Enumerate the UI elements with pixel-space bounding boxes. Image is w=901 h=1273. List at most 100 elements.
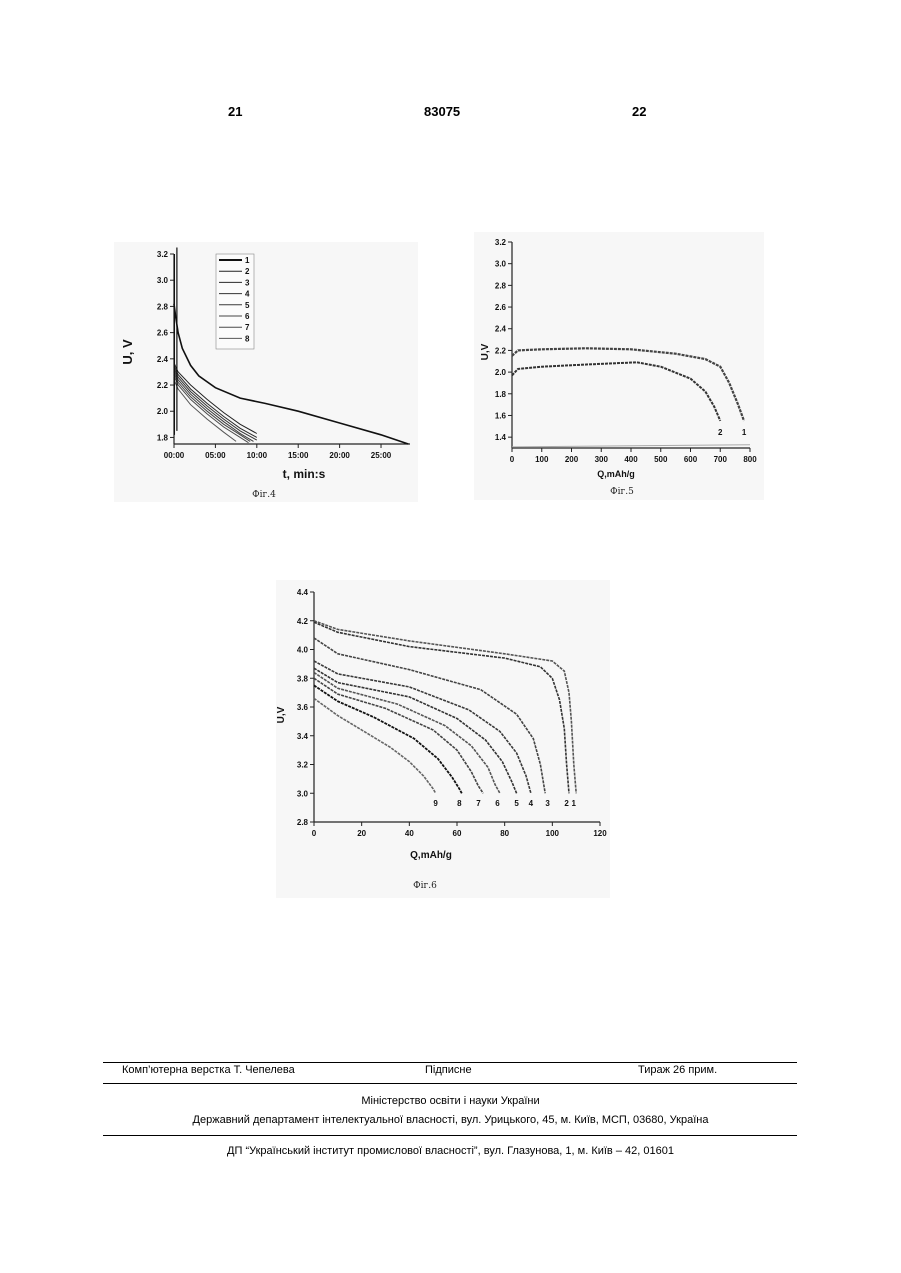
- y-tick-label: 3.8: [297, 674, 309, 683]
- series-line-3: [314, 638, 545, 793]
- y-tick-label: 2.8: [157, 302, 169, 311]
- x-tick-label: 100: [546, 829, 560, 838]
- y-axis-label: U,V: [480, 343, 491, 360]
- x-axis-label: Q,mAh/g: [410, 850, 452, 861]
- y-tick-label: 2.8: [495, 281, 507, 290]
- series-line-5: [174, 371, 254, 442]
- y-tick-label: 3.0: [157, 276, 169, 285]
- x-tick-label: 600: [684, 455, 698, 464]
- y-tick-label: 2.4: [157, 355, 169, 364]
- footer-rule-top: [103, 1062, 797, 1063]
- curve-label-9: 9: [433, 799, 438, 808]
- curve-label-5: 5: [514, 799, 519, 808]
- series-line-1: [512, 348, 744, 421]
- x-tick-label: 00:00: [164, 451, 185, 460]
- ministry-line: Міністерство освіти і науки України: [0, 1095, 901, 1107]
- patent-number: 83075: [424, 104, 460, 119]
- y-tick-label: 3.4: [297, 732, 309, 741]
- x-tick-label: 15:00: [288, 451, 309, 460]
- y-tick-label: 3.0: [495, 260, 507, 269]
- curve-label-1: 1: [742, 428, 747, 437]
- x-tick-label: 40: [405, 829, 414, 838]
- series-line-1: [174, 304, 408, 444]
- y-axis-label: U, V: [120, 339, 135, 365]
- legend-entry-4: 4: [245, 290, 250, 299]
- department-line: Державний департамент інтелектуальної вл…: [0, 1114, 901, 1126]
- figure-5: 3.23.02.82.62.42.22.01.81.61.40100200300…: [474, 232, 764, 500]
- x-tick-label: 20:00: [329, 451, 350, 460]
- legend-entry-2: 2: [245, 267, 250, 276]
- y-tick-label: 2.0: [157, 407, 169, 416]
- legend-entry-6: 6: [245, 312, 250, 321]
- x-tick-label: 500: [654, 455, 668, 464]
- curve-label-6: 6: [495, 799, 500, 808]
- y-tick-label: 3.2: [495, 238, 507, 247]
- y-tick-label: 2.6: [495, 303, 507, 312]
- y-tick-label: 2.2: [157, 381, 169, 390]
- signed-note: Підписне: [425, 1064, 472, 1076]
- y-tick-label: 2.8: [297, 818, 309, 827]
- legend-entry-8: 8: [245, 334, 250, 343]
- x-tick-label: 400: [624, 455, 638, 464]
- series-line-2: [174, 363, 257, 434]
- curve-label-3: 3: [545, 799, 550, 808]
- legend-entry-5: 5: [245, 301, 250, 310]
- y-tick-label: 3.2: [297, 761, 309, 770]
- x-tick-label: 200: [565, 455, 579, 464]
- figure-4: 3.23.02.82.62.42.22.01.800:0005:0010:001…: [114, 242, 418, 502]
- curve-label-1: 1: [572, 799, 577, 808]
- x-tick-label: 100: [535, 455, 549, 464]
- curve-label-8: 8: [457, 799, 462, 808]
- y-tick-label: 4.2: [297, 617, 309, 626]
- x-tick-label: 80: [500, 829, 509, 838]
- curve-label-2: 2: [718, 428, 723, 437]
- series-line-5: [314, 668, 517, 793]
- figure-caption: Фіг.4: [252, 490, 276, 500]
- x-tick-label: 800: [743, 455, 757, 464]
- page-number-left: 21: [228, 104, 242, 119]
- footer-rule-middle: [103, 1083, 797, 1084]
- x-tick-label: 120: [593, 829, 607, 838]
- x-axis-label: Q,mAh/g: [597, 469, 635, 479]
- y-tick-label: 2.0: [495, 368, 507, 377]
- figure-6: 4.4 4.2 4.0 3.8 3.6 3.4 3.2 3.0 2.80 20 40 60 80 100 1…: [276, 580, 610, 898]
- figure-4-chart: 3.23.02.82.62.42.22.01.800:0005:0010:001…: [114, 242, 418, 502]
- y-tick-label: 3.0: [297, 789, 309, 798]
- x-tick-label: 0: [510, 455, 515, 464]
- x-tick-label: 60: [453, 829, 462, 838]
- institute-line: ДП “Український інститут промислової вла…: [0, 1145, 901, 1157]
- figure-6-chart: 4.4 4.2 4.0 3.8 3.6 3.4 3.2 3.0 2.80 20 40 60 80 100 1…: [276, 580, 610, 898]
- x-tick-label: 10:00: [247, 451, 268, 460]
- baseline-trace: [512, 445, 750, 447]
- series-line-2: [512, 362, 720, 421]
- y-tick-label: 1.6: [495, 411, 507, 420]
- x-tick-label: 25:00: [371, 451, 392, 460]
- figure-5-chart: 3.23.02.82.62.42.22.01.81.61.40100200300…: [474, 232, 764, 500]
- footer-rule-bottom: [103, 1135, 797, 1136]
- y-tick-label: 3.6: [297, 703, 309, 712]
- x-axis-label: t, min:s: [283, 467, 326, 481]
- legend-entry-7: 7: [245, 323, 250, 332]
- series-line-4: [174, 368, 257, 440]
- curve-label-7: 7: [476, 799, 481, 808]
- x-tick-label: 20: [357, 829, 366, 838]
- series-line-6: [314, 673, 500, 794]
- y-tick-label: 4.4: [297, 588, 309, 597]
- figure-caption: Фіг.5: [610, 487, 634, 497]
- y-tick-label: 4.0: [297, 646, 309, 655]
- y-tick-label: 1.4: [495, 433, 507, 442]
- y-tick-label: 2.6: [157, 329, 169, 338]
- curve-label-2: 2: [564, 799, 569, 808]
- series-line-9: [314, 698, 436, 793]
- page-number-right: 22: [632, 104, 646, 119]
- y-tick-label: 1.8: [157, 433, 169, 442]
- x-tick-label: 700: [714, 455, 728, 464]
- y-tick-label: 2.4: [495, 325, 507, 334]
- legend-entry-1: 1: [245, 256, 250, 265]
- curve-label-4: 4: [529, 799, 534, 808]
- y-axis-label: U,V: [276, 706, 287, 723]
- figure-caption: Фіг.6: [413, 881, 437, 891]
- y-tick-label: 2.2: [495, 346, 507, 355]
- y-tick-label: 1.8: [495, 390, 507, 399]
- x-tick-label: 0: [312, 829, 317, 838]
